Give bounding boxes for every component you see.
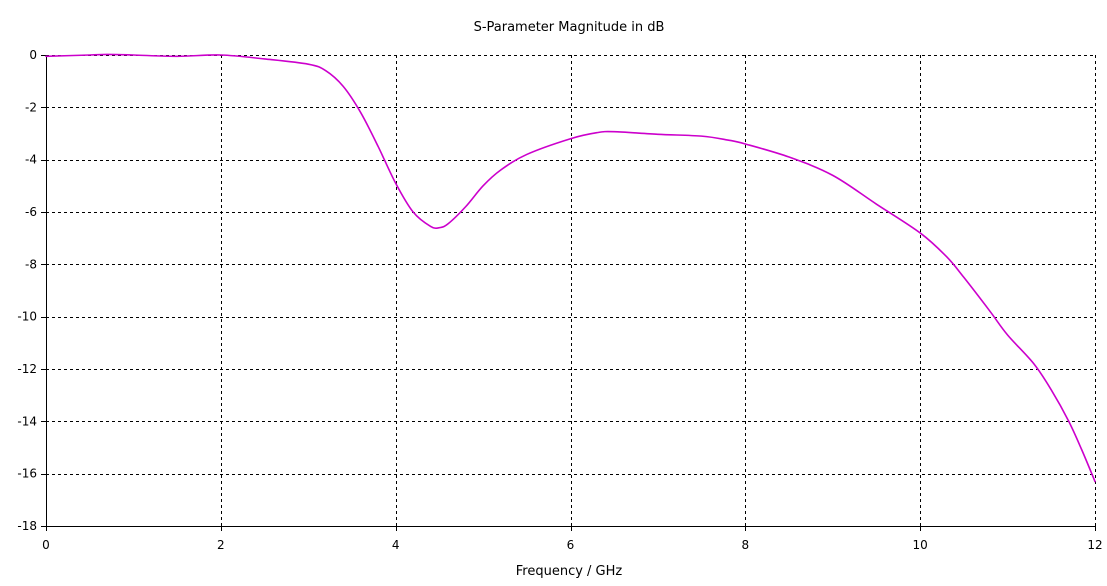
y-tick-label: -12 [17, 362, 37, 376]
y-tick-label: -10 [17, 310, 37, 324]
series-layer [45, 53, 1096, 483]
tick-labels: 0 2 4 6 8 10 12 0 -2 -4 -6 -8 -10 -12 -14 -16 -18 [17, 48, 1102, 552]
x-tick-label: 0 [42, 538, 50, 552]
y-tick-label: -6 [25, 205, 37, 219]
y-tick-label: -18 [17, 519, 37, 533]
y-tick-label: -4 [25, 153, 37, 167]
x-tick-label: 6 [567, 538, 575, 552]
chart-title: S-Parameter Magnitude in dB [474, 20, 665, 35]
y-tick-label: -8 [25, 257, 37, 271]
x-tick-label: 8 [742, 538, 750, 552]
x-tick-label: 12 [1087, 538, 1102, 552]
x-tick-label: 2 [217, 538, 225, 552]
x-tick-label: 4 [392, 538, 400, 552]
y-tick-label: 0 [29, 48, 37, 62]
x-tick-label: 10 [913, 538, 928, 552]
plot-frame [41, 55, 1096, 531]
series-line-1 [45, 53, 1096, 483]
y-tick-label: -2 [25, 100, 37, 114]
y-tick-label: -14 [17, 414, 37, 428]
x-axis-title: Frequency / GHz [516, 564, 623, 579]
y-tick-label: -16 [17, 467, 37, 481]
